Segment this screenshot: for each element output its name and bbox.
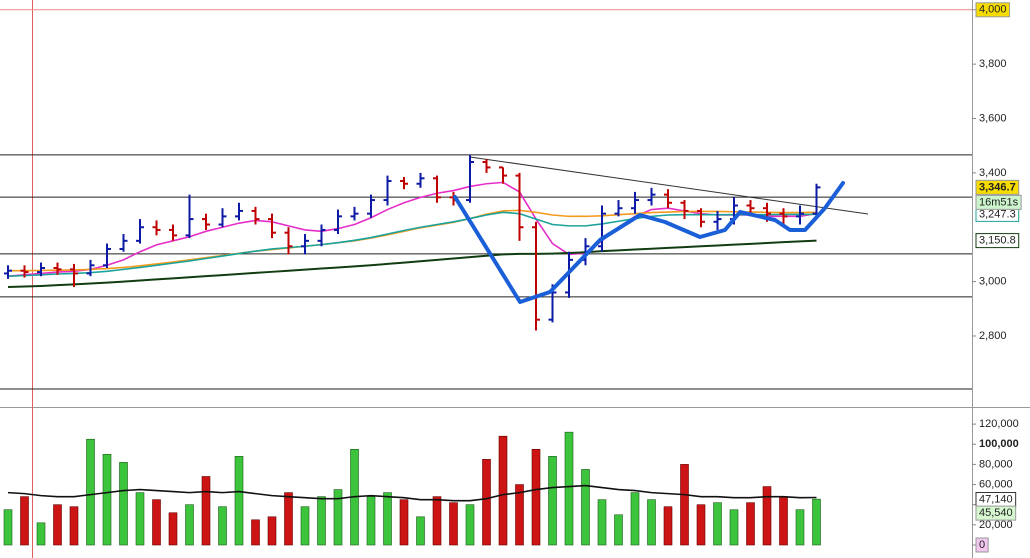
countdown-label: 16m51s [979,196,1019,208]
y-tick-label: 3,600 [979,112,1007,124]
volume-bar [3,509,13,546]
volume-bar [548,456,557,546]
volume-bar [729,509,739,546]
volume-bar [399,499,409,546]
volume-bar [86,438,95,546]
line-value-label: 3,247.3 [979,208,1016,220]
y-tick-label: 3,400 [979,167,1007,179]
volume-bar [366,496,376,546]
volume-bar [284,492,293,546]
y-tick-label: 80,000 [979,458,1013,470]
volume-bar [267,516,277,546]
volume-bar [581,469,590,546]
volume-bar [234,456,244,546]
volume-bar [69,506,79,546]
volume-bar [531,448,541,546]
volume-bar [663,506,673,546]
volume-average [7,484,817,502]
volume-bar [416,516,425,546]
volume-bar [647,499,656,546]
volume-bar [36,522,46,546]
label-box [975,194,1022,210]
volume-bar [333,489,343,546]
label-box [975,179,1020,195]
y-tick-label: 4,000 [979,4,1007,16]
volume-bar [614,514,623,546]
volume-bar [482,459,491,546]
volume-bar [135,492,145,546]
volume-bar [696,504,706,546]
volume-last-label: 45,540 [979,507,1013,519]
y-tick-label: 20,000 [979,519,1013,531]
volume-bar [201,476,211,546]
y-tick-label: 2,800 [979,330,1007,342]
volume-bar [152,499,161,546]
y-tick-label: 100,000 [979,438,1019,450]
last-price-label: 3,346.7 [979,181,1016,193]
volume-bar [20,496,29,546]
volume-bar [317,496,326,546]
volume-bar [300,506,310,546]
trend-line [469,156,869,215]
volume-bar [102,454,112,546]
volume-bar [251,519,260,546]
volume-bar [597,499,607,546]
volume-bar [168,512,178,546]
y-tick-label: 120,000 [979,418,1019,430]
y-tick-label: 3,000 [979,276,1007,288]
y-tick-label: 60,000 [979,478,1013,490]
axis-labels: 2,8003,0003,4003,6003,8004,0003,254.83,2… [975,2,1022,553]
volume-bar [383,492,392,546]
y-tick-label: 0 [979,539,985,551]
volume-bar [680,464,689,546]
pattern-drawing [453,181,845,304]
volume-bar [449,502,458,546]
volume-bar [432,496,442,546]
volume-bar [795,509,805,546]
volume-bar [119,462,128,546]
volume-bar [465,504,475,546]
volume-bar [218,506,227,546]
moving-average [7,239,817,289]
label-box [975,233,1020,249]
volume-bar [812,498,821,546]
volume-bar [713,502,722,546]
plot-layer [0,9,976,546]
line-value-label: 3,150.8 [979,235,1016,247]
volume-bar [630,492,640,546]
volume-average-label: 47,140 [979,493,1013,505]
label-box [975,505,1017,521]
moving-average [7,181,817,277]
y-tick-label: 3,800 [979,58,1007,70]
volume-bar [53,504,62,546]
volume-bar [564,431,574,546]
volume-bar [185,504,194,546]
volume-bar [746,502,755,546]
label-box [975,537,989,553]
volume-bar [515,484,524,546]
volume-bar [498,435,508,546]
label-box [975,2,1011,18]
volume-bar [762,486,772,546]
volume-bar [779,496,788,546]
moving-average [7,211,817,277]
